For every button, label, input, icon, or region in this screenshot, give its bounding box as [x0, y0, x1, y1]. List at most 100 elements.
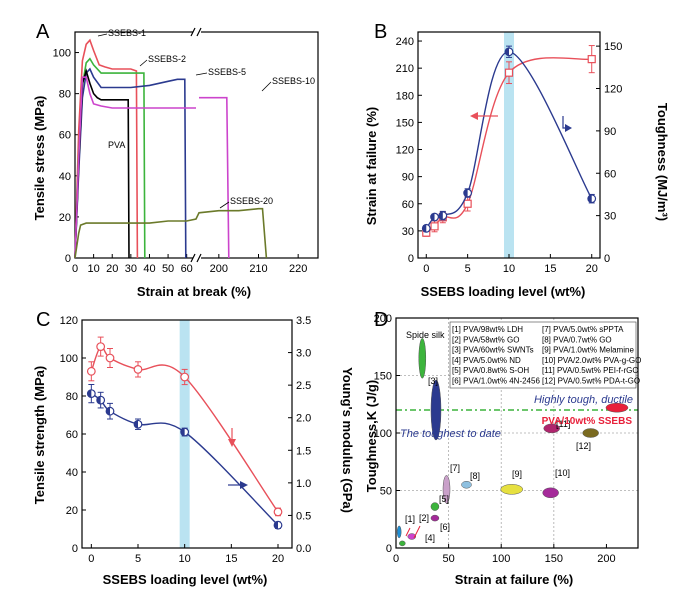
- panel-d-legend-entry: [10] PVA/2.0wt% PVA-g-GO: [542, 356, 641, 365]
- panel-d-annotation: Highly tough, ductile: [534, 394, 633, 406]
- panel-d-pointer: [405, 527, 411, 537]
- panel-b-ytick-label: 0: [408, 253, 414, 265]
- panel-a-xtick-label: 50: [162, 263, 174, 275]
- panel-d-annotation: The toughest to date: [400, 428, 501, 440]
- panel-c-data-point: [105, 353, 115, 363]
- panel-d-point-label: [2]: [419, 513, 429, 523]
- panel-d-xlabel: Strain at failure (%): [455, 572, 573, 587]
- panel-d-point-label: [1]: [405, 514, 415, 524]
- panel-d-legend-box: [449, 321, 637, 389]
- panel-c-ytick-label: 120: [60, 315, 78, 327]
- panel-a-ytick-label: 100: [53, 48, 71, 60]
- panel-c-ytick-label: 20: [66, 505, 78, 517]
- panel-c-data-point: [180, 372, 190, 382]
- panel-c-xtick-label: 10: [179, 553, 191, 565]
- panel-letter-a: A: [36, 21, 50, 43]
- panel-d-data-point: [461, 481, 472, 489]
- panel-b-axis-arrowhead: [470, 112, 478, 120]
- panel-d-legend-entry: [7] PVA/5.0wt% sPPTA: [542, 325, 624, 334]
- panel-a-break-mask-top: [193, 28, 201, 36]
- panel-a-ytick-label: 40: [59, 171, 71, 183]
- panel-a-pointer: [219, 201, 230, 209]
- panel-a-pointer: [261, 81, 272, 92]
- panel-d-xtick-label: 100: [492, 553, 510, 565]
- panel-b-axis-arrowhead: [565, 124, 572, 132]
- panel-a-pointer: [195, 72, 208, 76]
- panel-c-data-point-half: [87, 389, 92, 398]
- panel-b-data-point-half: [505, 47, 509, 56]
- panel-c-ytick-label: 40: [66, 467, 78, 479]
- panel-a-xtick-label: 20: [106, 263, 118, 275]
- panel-a-series-line: [199, 96, 230, 259]
- panel-d-pointer: [413, 525, 421, 539]
- panel-a-ytick-label: 0: [65, 253, 71, 265]
- panel-b-ytick-label: 180: [396, 90, 414, 102]
- panel-d-point-label: [7]: [450, 463, 460, 473]
- panel-a-xtick-label: 220: [289, 263, 307, 275]
- panel-a-series-label: SSEBS-2: [148, 54, 186, 64]
- panel-letter-d: D: [374, 309, 388, 331]
- panel-d-data-point: [500, 484, 523, 495]
- panel-a-series-label: SSEBS-10: [272, 76, 315, 86]
- panel-d-ytick-label: 100: [374, 428, 392, 440]
- panel-a-series-line: [74, 68, 130, 259]
- panel-b-xtick-label: 10: [503, 263, 515, 275]
- panel-b-ytick-label: 90: [402, 172, 414, 184]
- panel-d-legend-entry: [8] PVA/0.7wt% GO: [542, 335, 612, 344]
- panel-d-point-label: [5]: [439, 494, 449, 504]
- panel-d-data-point: [399, 540, 406, 547]
- panel-c-ytick-label: 60: [66, 429, 78, 441]
- panel-a-series-line: [74, 57, 146, 259]
- panel-d-data-point: [430, 514, 440, 522]
- panel-c-ylabel: Tensile strength (MPa): [32, 366, 47, 504]
- panel-d-point-label: [9]: [512, 469, 522, 479]
- panel-a-xtick-label: 60: [181, 263, 193, 275]
- panel-d-legend-entry: [11] PVA/0.5wt% PEI-f-rGO: [542, 366, 639, 375]
- panel-c-y2tick-label: 0.0: [296, 543, 311, 555]
- panel-c-data-point-half: [274, 521, 278, 529]
- panel-c-data-point: [86, 366, 96, 376]
- panel-d-point-label: [12]: [576, 441, 591, 451]
- panel-a-pointer: [139, 59, 148, 67]
- panel-a-xlabel: Strain at break (%): [137, 284, 251, 299]
- panel-b-xlabel: SSEBS loading level (wt%): [421, 284, 586, 299]
- panel-d-xtick-label: 150: [545, 553, 563, 565]
- panel-b-data-point: [587, 55, 596, 64]
- panel-d-data-point: [430, 502, 440, 511]
- panel-b-y2label: Toughness (MJ/m³): [655, 103, 670, 221]
- panel-a-ylabel: Tensile stress (MPa): [32, 96, 47, 221]
- panel-d-legend-entry: [9] PVA/1.0wt% Melamine: [542, 346, 634, 355]
- panel-a-series-line: [74, 207, 268, 259]
- plot-layer: 0 10 20 30 40 50 60 200 210 220020406080100SSEBS-…: [53, 27, 641, 565]
- panel-c-y2tick-label: 2.0: [296, 413, 311, 425]
- panel-b-y2tick-label: 60: [604, 168, 616, 180]
- panel-a-xtick-label: 200: [210, 263, 228, 275]
- panel-c-y2tick-label: 2.5: [296, 380, 311, 392]
- panel-d-data-point: [430, 379, 442, 441]
- panel-b-ylabel: Strain at failure (%): [364, 107, 379, 225]
- panel-b-data-point: [463, 199, 472, 208]
- panel-a-series-label: SSEBS-20: [230, 196, 273, 206]
- panel-a-ytick-label: 80: [59, 89, 71, 101]
- panel-d-point-label: [6]: [440, 522, 450, 532]
- panel-c-ytick-label: 80: [66, 391, 78, 403]
- panel-c-data-point-half: [180, 428, 185, 436]
- panel-d-point-label: [11]: [556, 419, 570, 429]
- panel-b-data-point-half: [587, 194, 592, 203]
- panel-letter-b: B: [374, 21, 387, 43]
- panel-d-data-point: [582, 428, 599, 438]
- panel-d-legend-entry: [2] PVA/58wt% GO: [452, 335, 519, 344]
- panel-d-point-label: [10]: [555, 468, 570, 478]
- panel-b-y2tick-label: 150: [604, 41, 622, 53]
- panel-d-xtick-label: 200: [597, 553, 615, 565]
- panel-a-series-label: PVA: [108, 140, 125, 150]
- panel-b-data-point-half: [439, 211, 443, 220]
- panel-a-xtick-label: 10: [87, 263, 99, 275]
- panel-a-xtick-label: 30: [125, 263, 137, 275]
- panel-d-point-label: [4]: [425, 533, 435, 543]
- panel-a-series-line: [74, 38, 139, 259]
- panel-d-legend-entry: [1] PVA/98wt% LDH: [452, 325, 523, 334]
- panel-d-data-point: [605, 402, 629, 413]
- panel-b-ytick-label: 120: [396, 145, 414, 157]
- panel-d-legend-entry: [12] PVA/0.5wt% PDA-t-GO: [542, 377, 640, 386]
